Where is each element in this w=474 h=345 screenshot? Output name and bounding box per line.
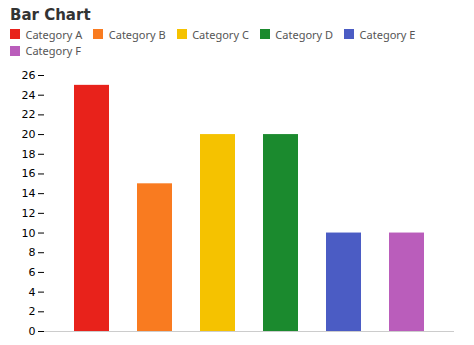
html-text:Category B: Category B (108, 26, 166, 42)
svg-text:0: 0 (29, 325, 36, 337)
html-text:Bar Chart: Bar Chart (10, 6, 91, 24)
svg-text:26: 26 (22, 69, 36, 82)
html-text:Category D: Category D (275, 26, 334, 42)
html-text:Category A: Category A (25, 26, 83, 42)
html-text:Category F: Category F (25, 43, 81, 59)
svg-text:6: 6 (29, 265, 36, 278)
svg-text:20: 20 (22, 128, 36, 141)
svg-text:8: 8 (29, 246, 36, 259)
svg-text:24: 24 (22, 88, 36, 101)
svg-text:12: 12 (22, 206, 36, 219)
svg-text:22: 22 (22, 108, 36, 121)
svg-text:18: 18 (22, 147, 36, 160)
svg-text:4: 4 (29, 285, 36, 298)
html-text:Category C: Category C (192, 26, 249, 42)
svg-text:10: 10 (22, 226, 36, 239)
svg-text:2: 2 (29, 305, 36, 318)
svg-text:16: 16 (22, 167, 36, 180)
svg-text:14: 14 (22, 187, 36, 200)
html-text:Category E: Category E (359, 26, 416, 42)
